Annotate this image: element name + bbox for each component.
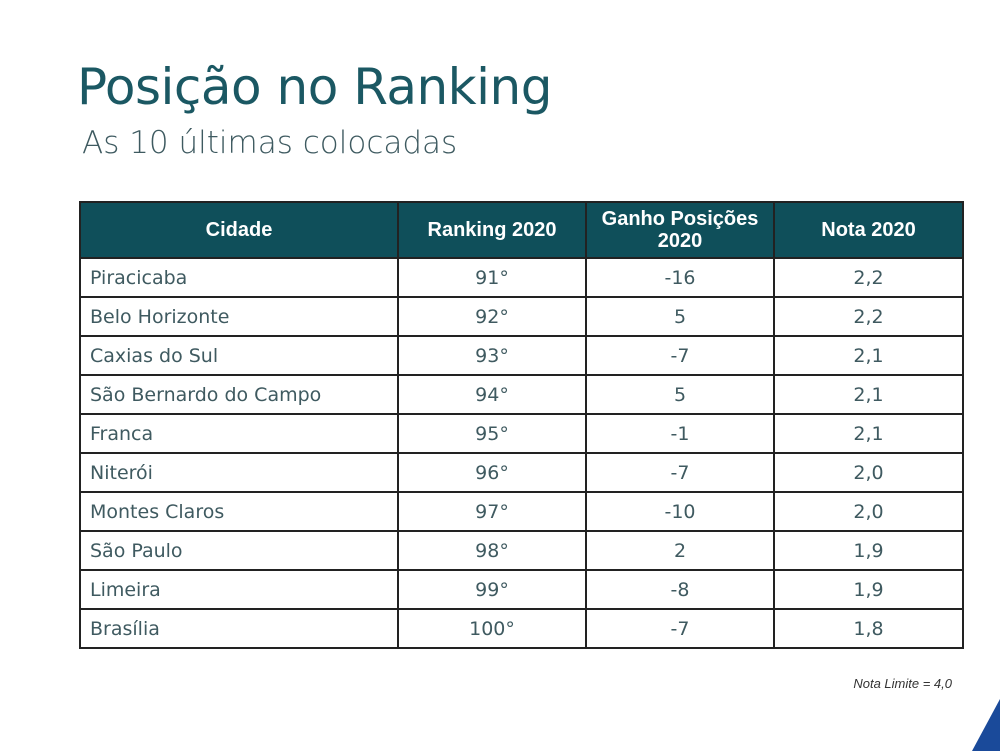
- cell-ranking: 96°: [397, 452, 587, 493]
- table-row: São Bernardo do Campo 94° 5 2,1: [79, 374, 964, 415]
- cell-score: 2,1: [773, 374, 964, 415]
- cell-gain: -7: [585, 608, 775, 649]
- cell-city: Niterói: [79, 452, 399, 493]
- cell-city: Limeira: [79, 569, 399, 610]
- cell-score: 2,2: [773, 257, 964, 298]
- cell-ranking: 97°: [397, 491, 587, 532]
- table-header-row: Cidade Ranking 2020 Ganho Posições 2020 …: [79, 201, 964, 259]
- cell-gain: 5: [585, 296, 775, 337]
- page-subtitle: As 10 últimas colocadas: [82, 125, 458, 161]
- cell-gain: -7: [585, 335, 775, 376]
- cell-score: 2,0: [773, 452, 964, 493]
- cell-ranking: 92°: [397, 296, 587, 337]
- cell-city: Piracicaba: [79, 257, 399, 298]
- table-row: Caxias do Sul 93° -7 2,1: [79, 335, 964, 376]
- header-ranking: Ranking 2020: [397, 201, 587, 259]
- cell-city: Belo Horizonte: [79, 296, 399, 337]
- cell-city: Franca: [79, 413, 399, 454]
- table-row: Limeira 99° -8 1,9: [79, 569, 964, 610]
- cell-gain: 2: [585, 530, 775, 571]
- cell-score: 2,1: [773, 413, 964, 454]
- cell-gain: 5: [585, 374, 775, 415]
- cell-ranking: 99°: [397, 569, 587, 610]
- cell-city: São Bernardo do Campo: [79, 374, 399, 415]
- cell-gain: -10: [585, 491, 775, 532]
- cell-score: 2,2: [773, 296, 964, 337]
- cell-gain: -16: [585, 257, 775, 298]
- cell-ranking: 95°: [397, 413, 587, 454]
- cell-city: Brasília: [79, 608, 399, 649]
- table-row: Montes Claros 97° -10 2,0: [79, 491, 964, 532]
- cell-score: 2,0: [773, 491, 964, 532]
- header-city: Cidade: [79, 201, 399, 259]
- cell-score: 1,9: [773, 569, 964, 610]
- cell-ranking: 100°: [397, 608, 587, 649]
- table-row: Piracicaba 91° -16 2,2: [79, 257, 964, 298]
- table-row: São Paulo 98° 2 1,9: [79, 530, 964, 571]
- table-row: Franca 95° -1 2,1: [79, 413, 964, 454]
- cell-city: Montes Claros: [79, 491, 399, 532]
- header-gain: Ganho Posições 2020: [585, 201, 775, 259]
- cell-score: 1,8: [773, 608, 964, 649]
- cell-score: 2,1: [773, 335, 964, 376]
- table-row: Brasília 100° -7 1,8: [79, 608, 964, 649]
- cell-gain: -1: [585, 413, 775, 454]
- cell-ranking: 94°: [397, 374, 587, 415]
- cell-ranking: 93°: [397, 335, 587, 376]
- header-score: Nota 2020: [773, 201, 964, 259]
- cell-score: 1,9: [773, 530, 964, 571]
- cell-gain: -7: [585, 452, 775, 493]
- cell-gain: -8: [585, 569, 775, 610]
- cell-ranking: 91°: [397, 257, 587, 298]
- page-title: Posição no Ranking: [77, 58, 552, 116]
- ranking-table: Cidade Ranking 2020 Ganho Posições 2020 …: [79, 201, 964, 649]
- footnote-score-limit: Nota Limite = 4,0: [853, 676, 952, 691]
- cell-city: Caxias do Sul: [79, 335, 399, 376]
- corner-decoration-shape: [972, 699, 1000, 751]
- table-row: Belo Horizonte 92° 5 2,2: [79, 296, 964, 337]
- cell-ranking: 98°: [397, 530, 587, 571]
- cell-city: São Paulo: [79, 530, 399, 571]
- table-row: Niterói 96° -7 2,0: [79, 452, 964, 493]
